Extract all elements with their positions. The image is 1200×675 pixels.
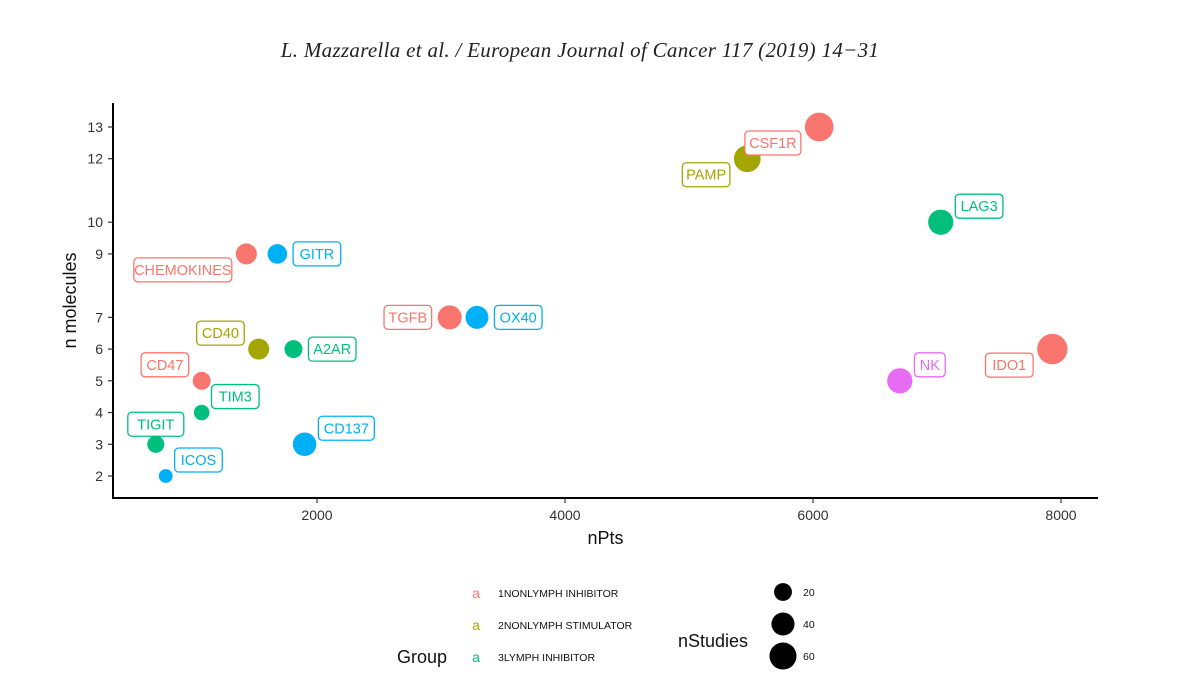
y-tick-label: 7: [95, 309, 103, 325]
x-tick-label: 2000: [301, 507, 332, 523]
y-tick-label: 5: [95, 373, 103, 389]
data-point-cd137: [292, 432, 317, 457]
journal-citation-header: L. Mazzarella et al. / European Journal …: [280, 38, 880, 62]
legend-size-dot: [771, 612, 795, 636]
point-label-text: GITR: [300, 247, 335, 263]
point-label-pamp: PAMP: [681, 162, 731, 188]
legend-group-label: 1NONLYMPH INHIBITOR: [498, 588, 619, 600]
x-tick-label: 8000: [1045, 507, 1076, 523]
point-label-ox40: OX40: [493, 304, 543, 331]
point-label-cd137: CD137: [317, 415, 376, 441]
y-tick-label: 13: [87, 119, 103, 135]
data-point-nk: [887, 368, 913, 394]
point-label-text: NK: [920, 358, 940, 374]
data-point-csf1r: [804, 112, 834, 142]
point-label-chemokines: CHEMOKINES: [133, 257, 233, 283]
data-point-icos: [158, 469, 173, 483]
y-tick-label: 4: [95, 405, 103, 421]
point-label-text: IDO1: [992, 358, 1026, 374]
point-label-text: OX40: [500, 310, 537, 326]
legend-size-label: 40: [803, 619, 815, 631]
data-point-ido1: [1037, 333, 1068, 365]
point-label-cd47: CD47: [140, 352, 190, 378]
point-label-nk: NK: [913, 352, 946, 378]
point-label-text: CSF1R: [749, 136, 797, 152]
data-point-chemokines: [235, 243, 257, 265]
point-label-text: A2AR: [313, 342, 351, 358]
legend-size-dot: [774, 583, 792, 601]
y-axis-title: n molecules: [60, 252, 80, 348]
point-label-tgfb: TGFB: [383, 304, 433, 331]
point-label-text: CD137: [324, 421, 369, 437]
data-point-cd40: [248, 338, 270, 360]
y-tick-label: 12: [87, 151, 103, 167]
legend-size-label: 20: [803, 587, 815, 599]
point-label-text: CD40: [202, 326, 239, 342]
legend-size-dot: [769, 642, 797, 670]
data-point-cd47: [192, 371, 211, 390]
point-label-text: CD47: [146, 358, 183, 374]
point-label-text: CHEMOKINES: [134, 263, 232, 279]
point-label-ido1: IDO1: [984, 352, 1034, 378]
y-tick-label: 9: [95, 246, 103, 262]
y-tick-label: 2: [95, 468, 103, 484]
x-tick-label: 6000: [797, 507, 828, 523]
legend-group-key: a: [472, 649, 480, 665]
point-label-text: ICOS: [181, 453, 216, 469]
point-label-gitr: GITR: [292, 241, 342, 267]
legend-size-label: 60: [803, 651, 815, 663]
point-label-a2ar: A2AR: [307, 336, 357, 362]
data-point-tgfb: [437, 305, 462, 330]
point-label-text: TGFB: [388, 310, 427, 326]
legend-group-title: Group: [397, 647, 447, 667]
data-point-tigit: [147, 435, 165, 453]
data-point-tim3: [193, 404, 210, 421]
point-label-tigit: TIGIT: [127, 411, 185, 437]
data-point-lag3: [928, 209, 954, 235]
y-tick-label: 6: [95, 341, 103, 357]
point-label-text: PAMP: [686, 168, 726, 184]
legend-size-title: nStudies: [678, 631, 748, 651]
data-point-ox40: [465, 305, 489, 329]
point-label-csf1r: CSF1R: [744, 130, 802, 156]
y-tick-label: 3: [95, 436, 103, 452]
legend-group-key: a: [472, 617, 480, 633]
point-label-text: LAG3: [961, 199, 998, 215]
data-point-gitr: [267, 244, 288, 264]
point-label-text: TIGIT: [137, 417, 174, 433]
point-label-cd40: CD40: [195, 320, 245, 346]
legend: Group nStudies a 1NONLYMPH INHIBITOR a 2NON…: [397, 583, 815, 670]
legend-group-label: 2NONLYMPH STIMULATOR: [498, 620, 633, 632]
y-tick-label: 10: [87, 214, 103, 230]
legend-group-key: a: [472, 585, 480, 601]
x-tick-label: 4000: [549, 507, 580, 523]
data-point-a2ar: [284, 340, 303, 359]
point-label-tim3: TIM3: [210, 383, 260, 410]
point-label-icos: ICOS: [173, 447, 223, 473]
x-axis-title: nPts: [587, 528, 623, 548]
point-label-text: TIM3: [219, 390, 252, 406]
point-label-lag3: LAG3: [954, 193, 1004, 219]
legend-group-label: 3LYMPH INHIBITOR: [498, 652, 595, 664]
